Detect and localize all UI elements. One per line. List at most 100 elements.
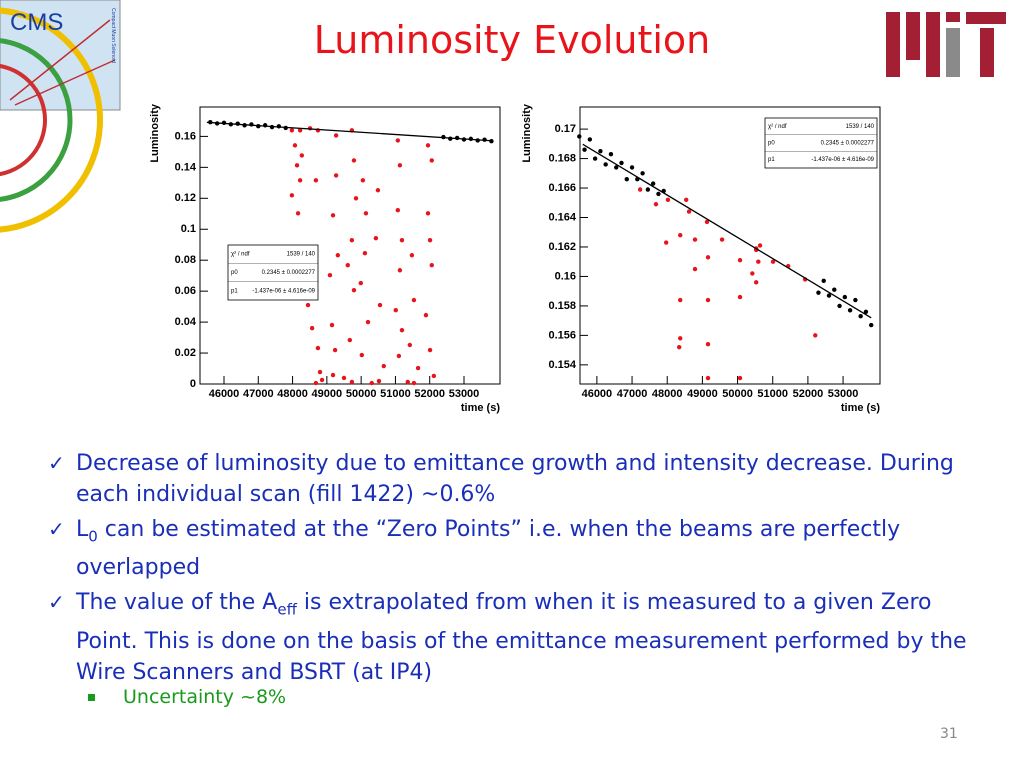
stats-label: p1: [231, 288, 238, 294]
data-point: [395, 208, 401, 213]
y-tick-label: 0.158: [548, 300, 576, 312]
cms-logo: CMS Compact Muon Solenoid: [0, 0, 121, 233]
data-point: [345, 262, 350, 268]
data-point: [737, 375, 743, 381]
y-tick-label: 0.14: [175, 161, 197, 173]
data-point: [705, 342, 711, 347]
data-point: [587, 137, 593, 142]
data-point: [289, 128, 295, 133]
data-point: [692, 266, 698, 272]
stats-label: p0: [768, 141, 775, 147]
stats-value: 1539 / 140: [287, 252, 316, 258]
data-point: [719, 237, 725, 242]
data-point: [427, 238, 433, 243]
data-point: [619, 160, 624, 166]
x-tick-label: 46000: [209, 388, 240, 400]
data-point: [360, 178, 366, 183]
y-tick-label: 0.168: [548, 152, 576, 164]
y-tick-label: 0.164: [548, 211, 576, 223]
data-point: [592, 156, 598, 161]
y-tick-label: 0.154: [548, 359, 576, 371]
data-point: [676, 344, 682, 350]
y-axis-label: Luminosity: [521, 103, 533, 163]
cms-ring: [0, 63, 47, 177]
data-point: [598, 149, 603, 154]
data-point: [425, 143, 431, 148]
charts: 46000 47000 48000 49000 50000 51000 52000 53000…: [149, 103, 881, 414]
y-axis-label: Luminosity: [149, 103, 161, 163]
data-point: [330, 213, 336, 218]
y-tick-label: 0.08: [175, 254, 196, 266]
data-point: [837, 303, 842, 309]
data-point: [614, 165, 619, 170]
data-point: [333, 133, 339, 138]
data-point: [431, 373, 437, 379]
mit-logo: [886, 12, 1006, 77]
cms-text: CMS: [10, 9, 63, 36]
data-point: [327, 273, 333, 278]
y-tick-label: 0.12: [175, 192, 196, 204]
data-point: [737, 258, 743, 263]
data-point: [397, 268, 403, 273]
stats-value: -1.437e-06 ± 4.616e-09: [252, 288, 315, 294]
data-point: [826, 293, 832, 298]
data-point: [332, 347, 338, 353]
data-point: [347, 337, 353, 343]
bullet-text: can be estimated at the “Zero Points” i.…: [76, 517, 901, 581]
x-tick-label: 49000: [687, 388, 718, 400]
x-tick-label: 49000: [312, 388, 343, 400]
data-point: [299, 153, 305, 158]
data-point: [329, 322, 335, 328]
bullet-text: Decrease of luminosity due to emittance …: [76, 451, 954, 507]
data-point: [705, 375, 711, 381]
data-point: [704, 219, 710, 225]
x-tick-label: 51000: [380, 388, 411, 400]
data-point: [663, 240, 669, 245]
x-tick-label: 48000: [277, 388, 308, 400]
data-point: [640, 171, 645, 176]
data-point: [756, 259, 761, 264]
data-point: [608, 151, 614, 157]
fit-line: [206, 121, 492, 142]
data-point: [399, 238, 405, 243]
data-point: [377, 302, 383, 308]
data-point: [353, 196, 359, 201]
data-point: [305, 302, 311, 308]
cms-subtext: Compact Muon Solenoid: [110, 8, 116, 63]
data-point: [317, 369, 323, 375]
x-axis-label: time (s): [461, 402, 500, 414]
y-tick-label: 0.166: [548, 182, 576, 194]
data-point: [399, 327, 405, 333]
data-point: [375, 188, 381, 193]
chart: 46000 47000 48000 49000 50000 51000 52000 53000…: [521, 103, 881, 414]
data-point: [335, 253, 341, 258]
y-tick-label: 0.16: [555, 270, 576, 282]
data-point: [423, 312, 429, 318]
bullet-text: L: [76, 517, 89, 542]
data-point: [678, 232, 683, 238]
data-point: [289, 193, 295, 198]
data-point: [407, 342, 413, 348]
stats-value: 1539 / 140: [846, 124, 875, 130]
data-point: [656, 191, 661, 197]
sub-bullet: Uncertainty ~8%: [88, 686, 286, 708]
x-axis-label: time (s): [841, 402, 880, 414]
mit-bar: [906, 12, 920, 60]
subscript: 0: [88, 527, 98, 546]
data-point: [645, 187, 651, 192]
data-point: [637, 187, 643, 192]
y-tick-label: 0: [190, 378, 196, 390]
y-tick-label: 0.04: [175, 316, 197, 328]
stats-label: p0: [231, 270, 238, 276]
data-point: [369, 380, 374, 386]
data-point: [359, 352, 365, 358]
data-point: [295, 211, 301, 216]
data-point: [853, 297, 858, 303]
data-point: [396, 353, 402, 359]
data-point: [629, 165, 635, 170]
slide-title: Luminosity Evolution: [313, 18, 711, 62]
fit-line: [582, 143, 872, 319]
mit-bar: [926, 12, 940, 77]
data-point: [365, 319, 371, 325]
data-point: [754, 280, 759, 285]
